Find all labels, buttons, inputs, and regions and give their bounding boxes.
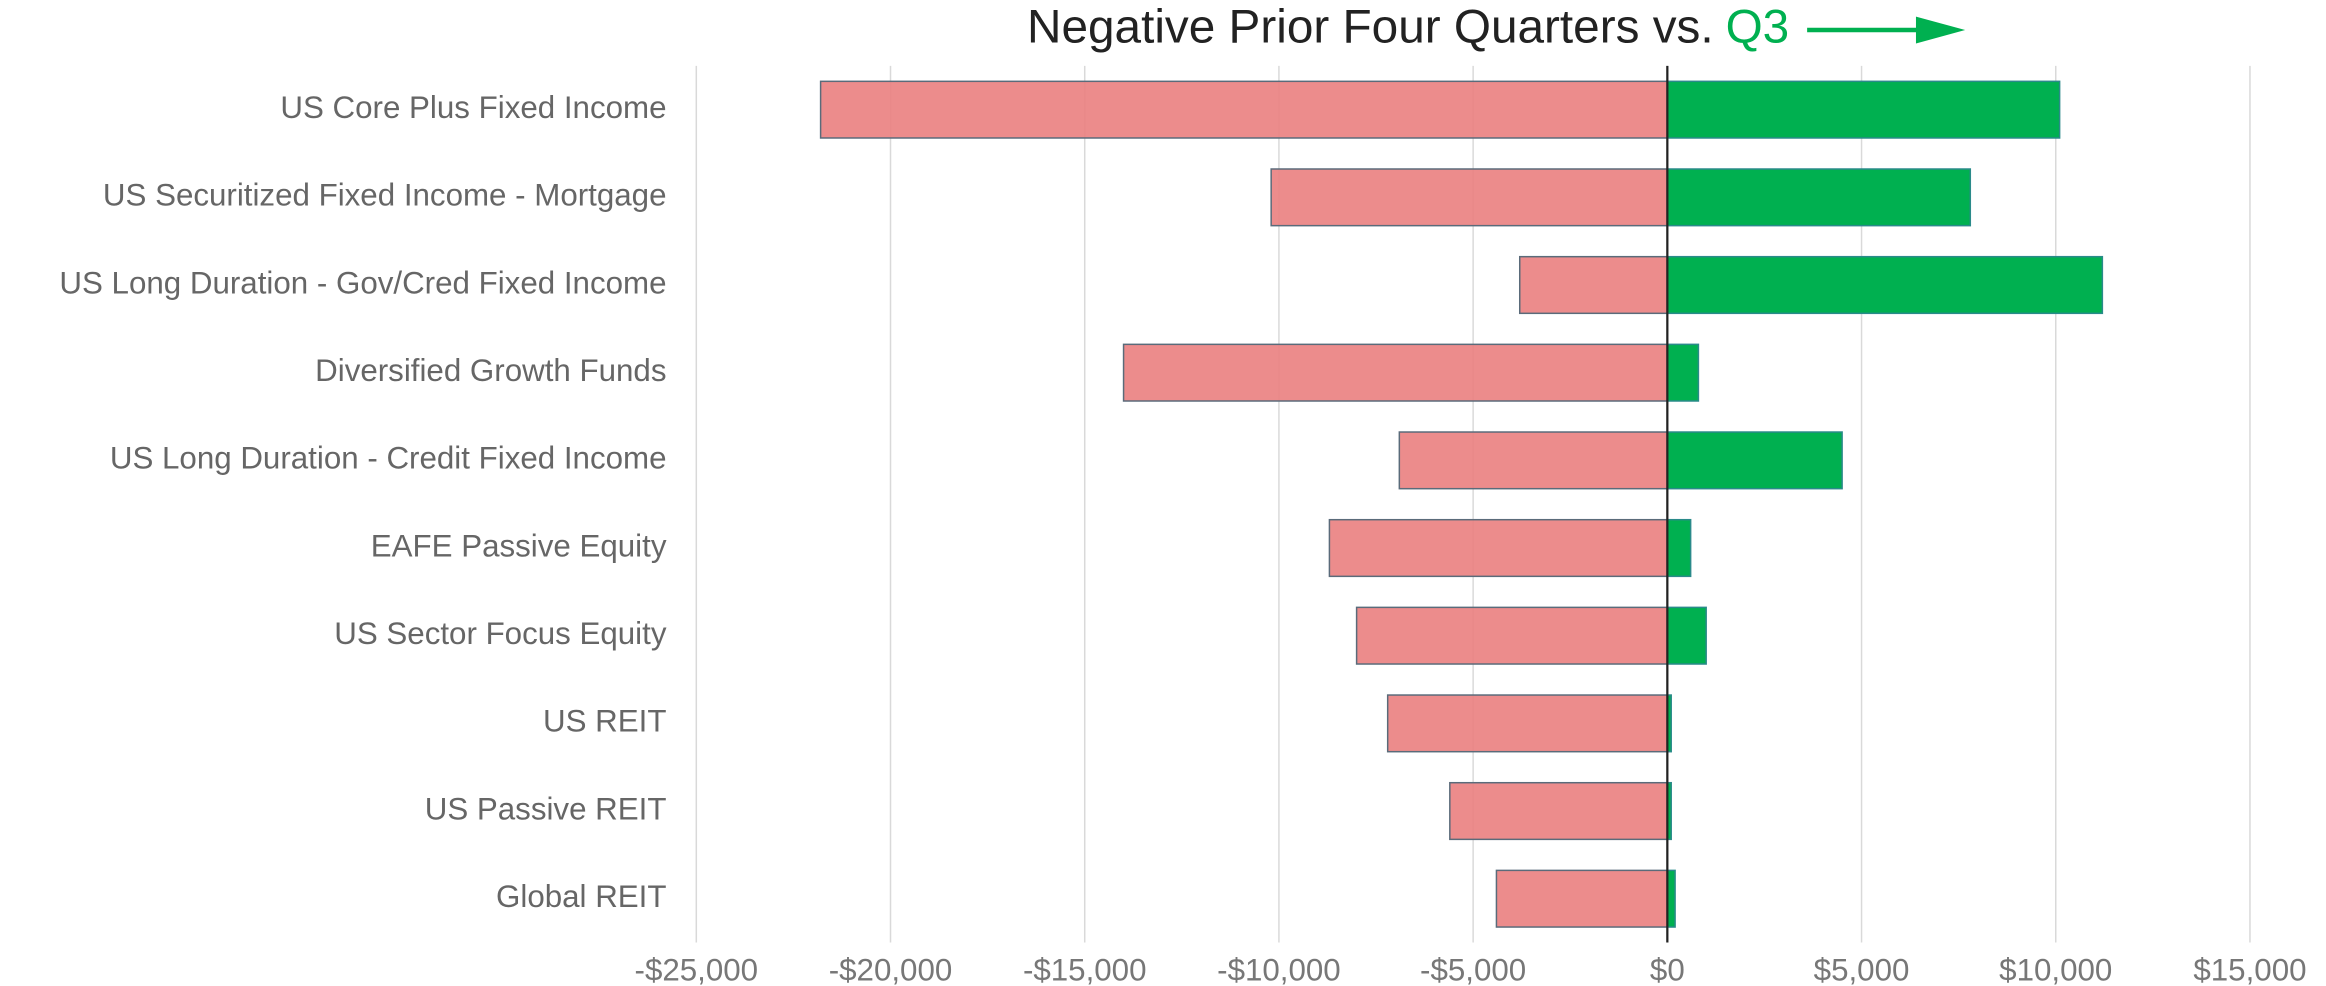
x-tick-label: -$20,000	[829, 953, 953, 986]
x-tick-label: -$15,000	[1023, 953, 1147, 986]
category-label: US Securitized Fixed Income - Mortgage	[103, 178, 667, 213]
x-tick-label: $10,000	[1999, 953, 2112, 986]
bar	[1666, 255, 2104, 315]
bar	[1666, 606, 1707, 665]
category-label: US Long Duration - Credit Fixed Income	[110, 441, 667, 476]
title-arrow	[1807, 16, 1966, 44]
bar	[1270, 168, 1669, 227]
category-label: US Long Duration - Gov/Cred Fixed Income	[59, 265, 666, 300]
bar	[1449, 781, 1669, 841]
category-label: EAFE Passive Equity	[371, 528, 667, 563]
x-tick-label: -$25,000	[635, 953, 759, 986]
bar	[1398, 431, 1669, 490]
chart-title: Negative Prior Four Quarters vs.	[1027, 1, 1714, 54]
x-tick-label: $15,000	[2193, 953, 2306, 986]
bar	[1495, 869, 1669, 928]
category-label: US Core Plus Fixed Income	[280, 90, 666, 125]
bar	[819, 80, 1669, 139]
x-tick-label: $5,000	[1814, 953, 1910, 986]
x-tick-label: -$10,000	[1217, 953, 1341, 986]
category-label: US REIT	[543, 704, 666, 739]
category-label: Diversified Growth Funds	[315, 353, 666, 388]
chart-title-highlight: Q3	[1726, 1, 1790, 54]
bar	[1328, 518, 1669, 578]
category-label: Global REIT	[496, 879, 666, 914]
bar	[1666, 343, 1700, 402]
category-label: US Passive REIT	[425, 791, 667, 826]
bar	[1666, 431, 1843, 490]
x-tick-label: $0	[1650, 953, 1685, 986]
bar	[1355, 606, 1669, 665]
bar	[1666, 80, 2061, 139]
bar	[1386, 694, 1669, 753]
category-label: US Sector Focus Equity	[334, 616, 667, 651]
bar	[1518, 255, 1669, 315]
bar	[1122, 343, 1669, 402]
x-tick-label: -$5,000	[1420, 953, 1526, 986]
bar	[1666, 518, 1692, 578]
bar	[1666, 168, 1972, 227]
bar	[1666, 869, 1676, 928]
